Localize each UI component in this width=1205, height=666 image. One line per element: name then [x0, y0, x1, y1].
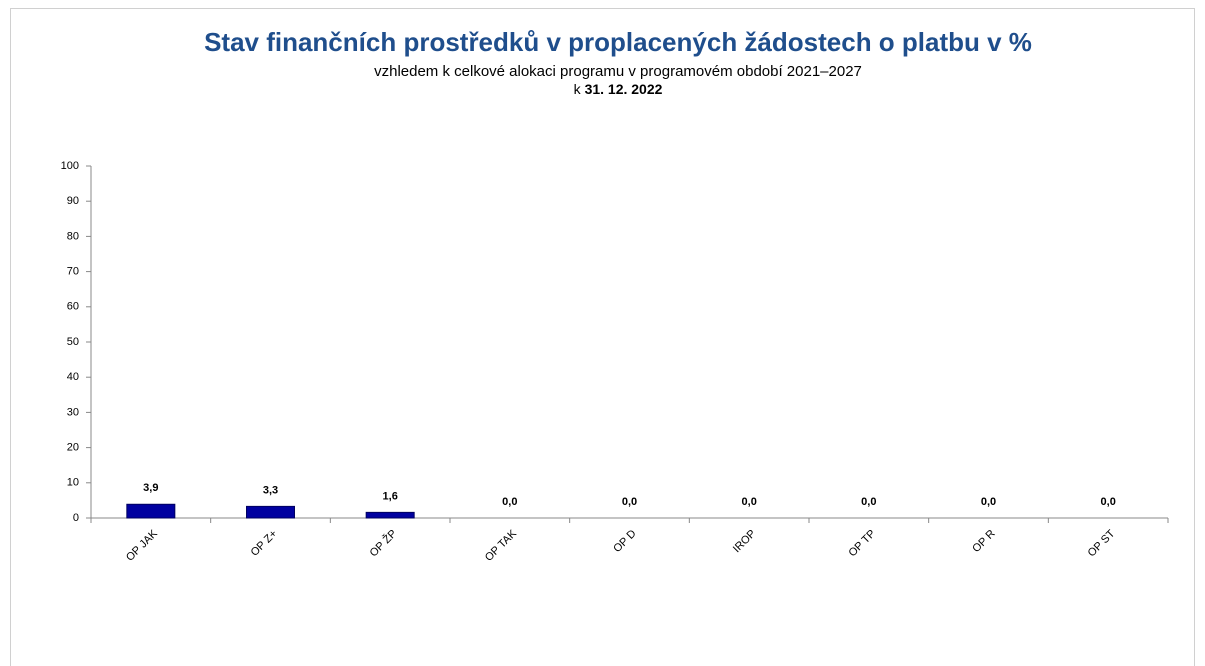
y-tick-label: 50: [67, 336, 79, 348]
value-label: 0,0: [742, 496, 757, 508]
value-label: 0,0: [1101, 496, 1116, 508]
bar: [365, 511, 415, 519]
bar: [246, 505, 295, 519]
y-tick-label: 100: [61, 160, 79, 172]
value-label: 3,3: [263, 484, 278, 496]
date-line: k 31. 12. 2022: [574, 81, 663, 97]
y-tick-label: 70: [67, 266, 79, 278]
chart-title: Stav finančních prostředků v proplacenýc…: [204, 27, 1032, 57]
date: 31. 12. 2022: [585, 81, 663, 97]
value-label: 0,0: [502, 496, 517, 508]
chart-frame: [10, 8, 1195, 666]
value-label: 1,6: [383, 490, 398, 502]
y-tick-label: 0: [73, 512, 79, 524]
y-tick-label: 30: [67, 406, 79, 418]
value-label: 0,0: [622, 496, 637, 508]
value-label: 0,0: [861, 496, 876, 508]
bar: [126, 503, 176, 519]
y-tick-label: 90: [67, 195, 79, 207]
date-prefix: k: [574, 81, 582, 97]
value-label: 3,9: [143, 482, 158, 494]
y-tick-label: 40: [67, 371, 79, 383]
value-label: 0,0: [981, 496, 996, 508]
y-tick-label: 80: [67, 230, 79, 242]
y-tick-label: 20: [67, 442, 79, 454]
y-tick-label: 60: [67, 301, 79, 313]
chart-subtitle: vzhledem k celkové alokaci programu v pr…: [374, 63, 862, 80]
y-tick-label: 10: [67, 477, 79, 489]
